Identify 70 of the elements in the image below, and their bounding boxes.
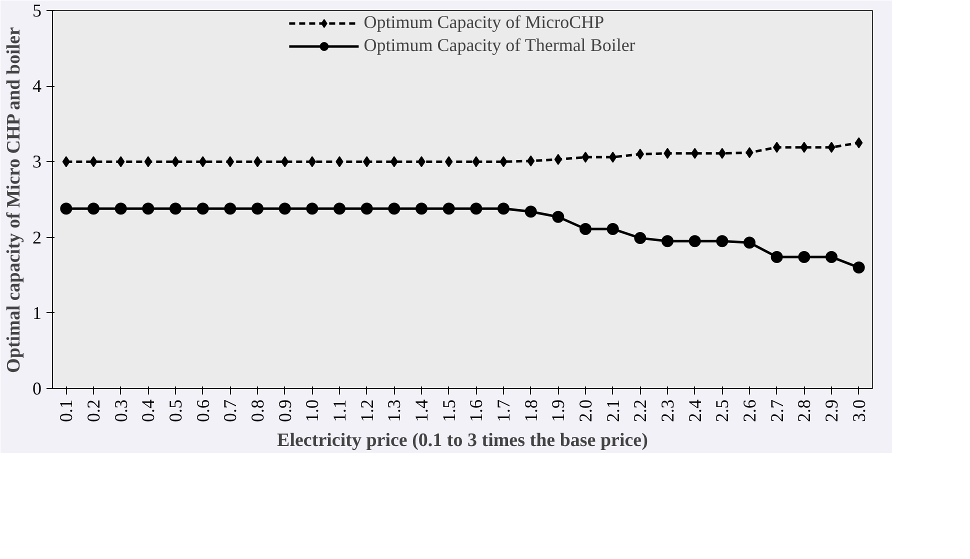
point xyxy=(716,235,728,248)
point xyxy=(580,222,592,235)
point xyxy=(388,202,400,215)
x-tick-label: 0.6 xyxy=(192,400,213,422)
legend-label: Optimum Capacity of Thermal Boiler xyxy=(364,35,636,56)
point xyxy=(552,210,564,223)
x-tick-label: 2.9 xyxy=(822,400,842,422)
x-tick-label: 1.6 xyxy=(466,400,486,422)
x-tick-label: 1.1 xyxy=(330,400,350,422)
point xyxy=(142,202,154,215)
x-axis-title: Electricity price (0.1 to 3 times the base price) xyxy=(277,430,648,451)
point xyxy=(334,202,346,215)
y-tick-label: 1 xyxy=(32,302,42,323)
x-tick-label: 0.8 xyxy=(248,400,268,422)
x-tick-label: 1.7 xyxy=(494,400,514,422)
x-tick-label: 2.1 xyxy=(602,400,623,422)
x-tick-label: 2.6 xyxy=(740,400,760,422)
point xyxy=(634,232,646,244)
x-tick-label: 1.5 xyxy=(438,400,459,422)
x-tick-label: 0.9 xyxy=(274,400,295,422)
x-tick-label: 1.4 xyxy=(412,400,432,422)
x-tick-label: 0.4 xyxy=(138,400,158,422)
x-tick-label: 3.0 xyxy=(848,400,869,422)
point xyxy=(688,235,701,248)
x-tick-label: 2.4 xyxy=(684,400,705,422)
point xyxy=(88,202,100,215)
point xyxy=(416,202,428,215)
x-tick-label: 2.2 xyxy=(630,400,650,422)
x-tick-label: 1.9 xyxy=(548,400,568,422)
y-tick-label: 3 xyxy=(32,152,42,172)
point xyxy=(60,202,72,215)
point xyxy=(662,235,674,248)
x-tick-label: 2.8 xyxy=(794,400,814,422)
x-tick-label: 0.3 xyxy=(110,400,131,422)
point xyxy=(252,202,264,215)
point xyxy=(114,202,127,215)
point xyxy=(224,202,236,215)
point xyxy=(278,202,291,215)
x-tick-label: 2.0 xyxy=(576,400,596,422)
point xyxy=(306,202,318,215)
point xyxy=(826,250,838,263)
point xyxy=(360,202,373,215)
x-tick-label: 1.0 xyxy=(302,400,322,422)
x-tick-label: 1.3 xyxy=(384,400,404,422)
y-tick-label: 2 xyxy=(32,227,42,248)
x-tick-label: 2.3 xyxy=(658,400,678,422)
x-tick-label: 2.7 xyxy=(766,400,787,422)
point xyxy=(606,222,619,235)
point xyxy=(470,202,482,215)
x-tick-label: 0.2 xyxy=(84,400,104,422)
x-tick-label: 0.5 xyxy=(166,400,186,422)
point xyxy=(442,202,455,215)
point xyxy=(524,206,537,218)
y-tick-label: 4 xyxy=(32,76,42,96)
x-tick-label: 1.8 xyxy=(520,400,541,422)
y-tick-label: 0 xyxy=(32,378,42,398)
y-axis-title: Optimal capacity of Micro CHP and boiler xyxy=(4,26,24,373)
point xyxy=(170,202,182,215)
x-tick-label: 0.7 xyxy=(220,400,240,422)
point xyxy=(498,202,510,215)
x-tick-label: 1.2 xyxy=(356,400,377,422)
y-tick-label: 5 xyxy=(32,0,42,20)
legend-label: Optimum Capacity of MicroCHP xyxy=(364,12,604,33)
x-tick-label: 0.1 xyxy=(56,400,76,422)
x-tick-label: 2.5 xyxy=(712,400,732,422)
point xyxy=(798,250,810,263)
point xyxy=(770,250,783,263)
point xyxy=(744,236,756,249)
point xyxy=(852,262,865,274)
point xyxy=(196,202,209,215)
